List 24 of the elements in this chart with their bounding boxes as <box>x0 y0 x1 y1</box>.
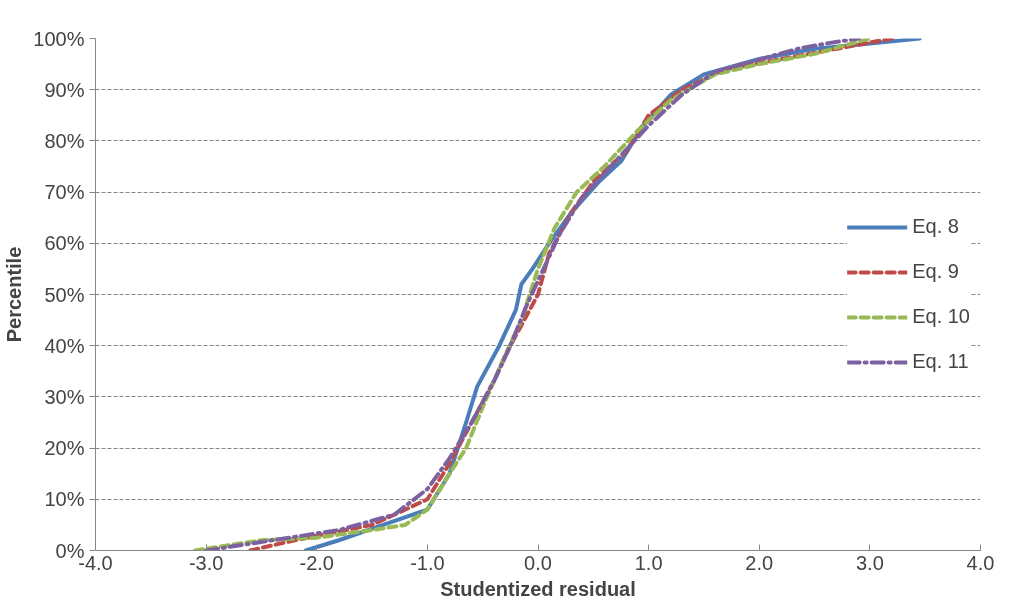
x-tick-label: 0.0 <box>524 551 552 574</box>
y-tick-label: 60% <box>44 232 85 255</box>
y-tick-label: 80% <box>44 129 85 152</box>
y-tick-label: 100% <box>33 27 85 50</box>
legend-label: Eq. 8 <box>912 215 959 238</box>
legend-label: Eq. 11 <box>912 350 969 373</box>
y-tick-label: 90% <box>44 78 85 101</box>
y-tick-label: 30% <box>44 385 85 408</box>
x-tick-label: 2.0 <box>745 551 774 574</box>
y-tick-label: 10% <box>44 488 85 511</box>
legend-label: Eq. 10 <box>912 305 970 328</box>
legend-label: Eq. 9 <box>912 260 959 283</box>
y-axis-title: Percentile <box>3 246 26 343</box>
y-tick-label: 70% <box>44 181 85 204</box>
x-tick-label: 1.0 <box>634 551 663 574</box>
x-axis-title: Studentized residual <box>440 577 636 600</box>
y-tick-label: 50% <box>44 283 85 306</box>
x-tick-label: -2.0 <box>299 551 334 574</box>
x-tick-label: 4.0 <box>966 551 995 574</box>
x-tick-label: -3.0 <box>188 551 224 574</box>
y-tick-label: 20% <box>44 437 85 460</box>
x-tick-label: -1.0 <box>410 551 445 574</box>
y-tick-label: 40% <box>44 334 85 357</box>
x-tick-label: 3.0 <box>855 551 884 574</box>
